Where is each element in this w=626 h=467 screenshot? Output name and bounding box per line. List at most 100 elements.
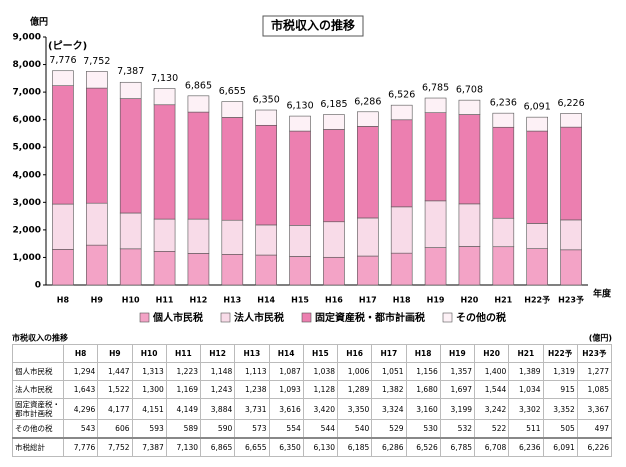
table-cell: 589 [165,419,202,439]
table-cell: 522 [473,419,510,439]
table-cell: 固定資産税・都市計画税 [12,398,64,420]
y-tick-label: 5,000 [13,143,41,153]
total-label: 6,655 [219,86,246,97]
x-tick-label: H17 [359,296,377,305]
table-cell: 7,387 [131,437,167,457]
bar-segment [526,130,548,224]
bar-segment [86,87,108,204]
table-cell: 6,655 [234,437,270,457]
table-cell: H23予 [576,344,613,363]
table-cell [12,344,64,363]
table-cell: 497 [576,419,613,439]
bar-segment [492,217,515,248]
x-tick-label: H15 [291,296,309,305]
bar-segment [323,256,345,286]
table-cell: 511 [508,419,544,439]
bar-segment [560,249,582,286]
table-cell: 590 [199,419,236,439]
bar-segment [357,126,379,219]
bar-segment [86,71,108,89]
bar-segment [526,223,548,249]
table-cell: 3,352 [542,398,578,420]
bar-segment [424,200,447,248]
y-tick-label: 2,000 [13,225,41,235]
table-cell: 1,093 [268,380,304,399]
table-row: その他の税 543 606 593 589 590 573 554 544 540 529 530 53… [12,419,613,439]
table-cell: 1,169 [165,380,202,399]
table-row: 個人市民税 1,294 1,447 1,313 1,223 1,148 1,113 1,087… [12,362,613,381]
table-cell: 915 [542,380,578,399]
bar-segment [458,99,481,115]
bar-segment [221,117,244,221]
legend-swatch [220,312,231,323]
bar-segment [289,115,311,132]
table-cell: 1,034 [508,380,544,399]
y-tick-label: 8,000 [13,60,41,70]
table-cell: 3,160 [405,398,441,420]
total-label: 6,091 [524,102,551,113]
bar-segment [221,254,244,286]
table-cell: 4,296 [62,398,99,420]
bar-segment [119,248,142,286]
table-cell: H21 [508,344,544,363]
y-unit: 億円 [30,16,48,28]
table-cell: 532 [439,419,476,439]
total-label: 6,526 [388,90,415,101]
legend-label: 法人市民税 [234,311,284,324]
x-tick-label: H12 [190,296,208,305]
table-row: H8 H9 H10 H11 H12 H13 H14 H15 H16 H17 H18 H19 H20 H21… [12,344,613,363]
table-cell: 個人市民税 [12,362,64,381]
table-cell: 6,865 [199,437,236,457]
bar-segment [255,124,277,226]
x-tick-label: H23予 [558,296,584,305]
table-cell: 1,697 [439,380,476,399]
table-cell: 529 [371,419,407,439]
table-cell: 1,680 [405,380,441,399]
x-axis-label: 年度 [593,288,612,300]
bar-segment [153,218,176,252]
bar-segment [390,119,413,208]
table-cell: 3,302 [508,398,544,420]
table-cell: 1,148 [199,362,236,381]
chart-title: 市税収入の推移 [271,18,355,33]
bar-segment [458,246,481,286]
bar-segment [424,97,447,113]
bar-segment [492,246,515,286]
table-cell: H16 [336,344,373,363]
table-cell: H10 [131,344,167,363]
total-label: 7,387 [117,66,144,77]
total-label: 6,708 [456,85,483,96]
x-tick-label: H20 [461,296,479,305]
bar-segment [153,250,176,286]
x-tick-label: H10 [122,296,140,305]
table-row: 固定資産税・都市計画税 4,296 4,177 4,151 4,149 3,884 3,73… [12,398,613,420]
x-tick-label: H8 [57,296,70,305]
table-cell: 1,300 [131,380,167,399]
x-tick-label: H11 [156,296,174,305]
bar-segment [119,98,142,214]
table-cell: 3,420 [302,398,339,420]
x-tick-label: H16 [325,296,343,305]
bar-segment [289,225,311,257]
table-cell: 6,708 [473,437,510,457]
table-cell: H12 [199,344,236,363]
bar-segment [187,95,210,113]
bar-segment [52,70,74,86]
table-cell: 606 [97,419,133,439]
bar-segment [560,219,582,251]
table-cell: 1,156 [405,362,441,381]
table-cell: 市税総計 [12,437,64,457]
table-cell: H11 [165,344,202,363]
legend-swatch [442,312,453,323]
bar-segment [424,112,447,202]
bar-segment [187,111,210,220]
total-label: 6,130 [286,101,313,112]
table-cell: 3,324 [371,398,407,420]
table-cell: 1,051 [371,362,407,381]
bar-segment [323,129,345,223]
table-cell: 3,731 [234,398,270,420]
total-label: 6,350 [253,95,280,106]
x-tick-label: H18 [393,296,411,305]
table-cell: 3,199 [439,398,476,420]
